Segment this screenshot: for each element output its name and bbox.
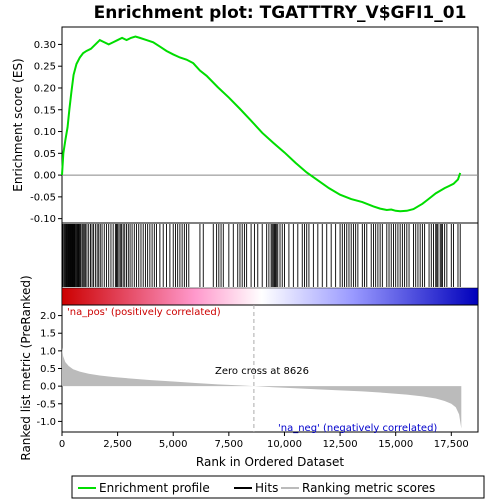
es-y-tick-label: 0.20 — [34, 83, 56, 94]
neg-correlated-label: 'na_neg' (negatively correlated) — [278, 423, 437, 434]
metric-y-axis: -1.0 -0.5 0.0 0.5 1.0 1.5 2.0 — [36, 311, 62, 428]
metric-y-tick-label: 1.0 — [40, 346, 56, 357]
metric-y-tick-label: -0.5 — [36, 399, 56, 410]
legend-ranking-metric: Ranking metric scores — [302, 481, 435, 495]
hits-panel — [62, 223, 478, 305]
chart-title: Enrichment plot: TGATTTRY_V$GFI1_01 — [94, 3, 467, 23]
es-y-tick-label: -0.10 — [30, 214, 56, 225]
metric-y-tick-label: 1.5 — [40, 329, 56, 340]
x-tick-label: 10,000 — [267, 439, 302, 450]
es-y-tick-label: 0.30 — [34, 40, 56, 51]
x-tick-label: 12,500 — [323, 439, 358, 450]
x-tick-label: 7,500 — [215, 439, 244, 450]
es-y-tick-label: 0.10 — [34, 127, 56, 138]
metric-y-tick-label: 2.0 — [40, 311, 56, 322]
es-y-tick-label: 0.25 — [34, 62, 56, 73]
metric-y-axis-label: Ranked list metric (PreRanked) — [19, 275, 33, 460]
legend: Enrichment profile Hits Ranking metric s… — [72, 476, 484, 498]
x-tick-label: 15,000 — [378, 439, 413, 450]
metric-y-tick-label: 0.5 — [40, 364, 56, 375]
metric-y-tick-label: -1.0 — [36, 417, 56, 428]
es-y-tick-label: 0.15 — [34, 105, 56, 116]
x-tick-label: 0 — [59, 439, 65, 450]
es-y-tick-label: 0.05 — [34, 149, 56, 160]
legend-hits: Hits — [255, 481, 278, 495]
x-axis-label: Rank in Ordered Dataset — [196, 455, 344, 469]
x-tick-label: 17,500 — [434, 439, 469, 450]
x-tick-label: 5,000 — [159, 439, 188, 450]
x-axis: 0 2,500 5,000 7,500 10,000 12,500 15,000 17,500 — [59, 432, 469, 450]
es-y-axis-label: Enrichment score (ES) — [11, 58, 25, 191]
zero-cross-label: Zero cross at 8626 — [215, 366, 309, 377]
rank-gradient-bar — [62, 288, 478, 305]
es-y-tick-label: 0.00 — [34, 171, 56, 182]
es-panel: -0.10 -0.05 0.00 0.05 0.10 0.15 0.20 0.25 0.30 E… — [11, 27, 478, 225]
pos-correlated-label: 'na_pos' (positively correlated) — [67, 307, 221, 318]
legend-enrichment-profile: Enrichment profile — [99, 481, 210, 495]
es-panel-frame — [62, 27, 478, 223]
metric-y-tick-label: 0.0 — [40, 382, 56, 393]
es-y-axis: -0.10 -0.05 0.00 0.05 0.10 0.15 0.20 0.25 0.30 — [30, 40, 62, 225]
x-tick-label: 2,500 — [103, 439, 132, 450]
es-y-tick-label: -0.05 — [30, 192, 56, 203]
